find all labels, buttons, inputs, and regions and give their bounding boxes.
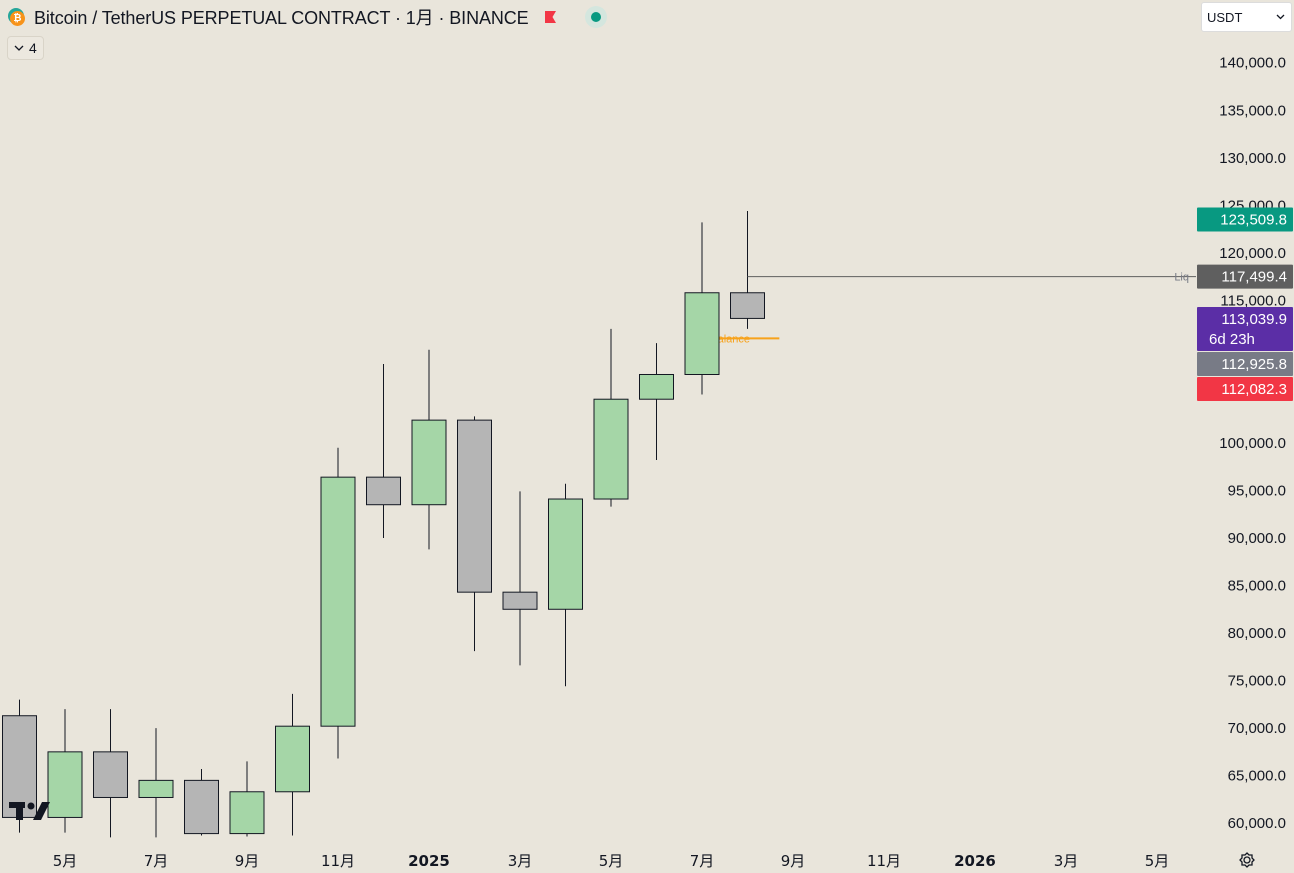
y-tick-label: 60,000.0 [1228, 815, 1286, 832]
y-tick-label: 135,000.0 [1219, 102, 1286, 119]
x-tick-label: 3月 [1054, 852, 1079, 870]
x-tick-label: 7月 [690, 852, 715, 870]
candle-body [275, 725, 310, 793]
candle [457, 416, 492, 652]
candle [320, 447, 356, 759]
y-tick-label: 65,000.0 [1228, 768, 1286, 785]
y-tick-label: 80,000.0 [1228, 625, 1286, 642]
candle [138, 728, 174, 838]
x-tick-label: 3月 [508, 852, 533, 870]
x-tick-label: 5月 [53, 852, 78, 870]
candle-body [320, 476, 356, 727]
y-tick-label: 100,000.0 [1219, 435, 1286, 452]
price-label: 112,925.8 [1197, 351, 1293, 376]
candle-body [138, 779, 174, 798]
candle-body [47, 751, 83, 818]
price-label-bg [1197, 207, 1293, 232]
candle-body [93, 751, 128, 798]
candle [366, 364, 401, 538]
y-tick-label: 90,000.0 [1228, 530, 1286, 547]
price-label: 113,039.9 6d 23h [1197, 306, 1293, 351]
price-label-value: 123,509.8 [1220, 211, 1287, 228]
y-tick-label: 95,000.0 [1228, 482, 1286, 499]
chevron-down-icon [14, 45, 24, 51]
candle-body [2, 715, 37, 818]
candle [184, 768, 219, 836]
currency-value: USDT [1207, 9, 1243, 25]
price-label-value: 117,499.4 [1221, 269, 1287, 286]
y-tick-label: 70,000.0 [1228, 720, 1286, 737]
candle-body [184, 779, 219, 835]
tradingview-logo[interactable] [8, 798, 52, 824]
candle [411, 349, 447, 550]
candle [275, 693, 310, 836]
price-label-bg [1197, 264, 1293, 289]
market-status-icon[interactable] [584, 6, 607, 28]
price-label-value: 112,925.8 [1221, 356, 1287, 373]
x-tick-label: 11月 [867, 852, 901, 870]
price-label-bg [1197, 376, 1293, 401]
chart-header: ₿ Bitcoin / TetherUS PERPETUAL CONTRACT … [8, 5, 607, 29]
candle-body [548, 498, 583, 610]
candle-body [366, 476, 401, 506]
candle [93, 709, 128, 838]
indicators-toggle[interactable]: 4 [7, 36, 44, 60]
countdown-label: 6d 23h [1209, 331, 1255, 348]
candle [730, 211, 765, 329]
y-tick-label: 140,000.0 [1219, 55, 1286, 72]
x-tick-label: 9月 [235, 852, 260, 870]
candle-body [593, 398, 629, 500]
flag-icon[interactable] [543, 10, 557, 24]
bitcoin-icon[interactable]: ₿ [8, 8, 26, 26]
candle [502, 491, 538, 666]
price-label: 112,082.3 [1197, 376, 1293, 401]
price-label-value: 113,039.9 [1221, 311, 1287, 328]
x-tick-label: 9月 [781, 852, 806, 870]
y-tick-label: 115,000.0 [1220, 292, 1286, 309]
price-label-bg [1197, 351, 1293, 376]
candle-body [730, 292, 765, 319]
y-tick-label: 130,000.0 [1219, 150, 1286, 167]
price-label-bg [1197, 306, 1293, 351]
y-tick-label: 120,000.0 [1219, 245, 1286, 262]
y-tick-label: 75,000.0 [1228, 673, 1286, 690]
liq-tag: Liq [1174, 272, 1189, 284]
price-label: 123,509.8 [1197, 207, 1293, 232]
candle [684, 222, 720, 395]
symbol-title[interactable]: Bitcoin / TetherUS PERPETUAL CONTRACT · … [34, 8, 529, 28]
gear-icon[interactable] [1236, 849, 1258, 871]
candle [639, 343, 674, 461]
candle-body [229, 791, 265, 835]
y-tick-label: 85,000.0 [1228, 578, 1286, 595]
balance-label: alance [718, 333, 750, 345]
candle-body [502, 591, 538, 610]
candle [548, 483, 583, 687]
price-label: 117,499.4 Liq [1174, 264, 1293, 289]
price-label-value: 112,082.3 [1221, 381, 1287, 398]
currency-select[interactable]: USDT [1201, 2, 1292, 32]
x-tick-label: 5月 [1145, 852, 1170, 870]
x-tick-label: 11月 [321, 852, 355, 870]
candle [47, 709, 83, 833]
x-tick-label: 2026 [954, 852, 996, 870]
candle-body [411, 419, 447, 506]
candle [2, 699, 37, 833]
x-tick-label: 2025 [408, 852, 450, 870]
x-tick-label: 7月 [144, 852, 169, 870]
chevron-down-icon [1276, 14, 1285, 20]
candle-body [684, 292, 720, 375]
indicators-count: 4 [29, 40, 37, 56]
candle-body [457, 419, 492, 593]
candle-body [639, 373, 674, 400]
x-tick-label: 5月 [599, 852, 624, 870]
candle [593, 328, 629, 507]
candle [229, 761, 265, 837]
